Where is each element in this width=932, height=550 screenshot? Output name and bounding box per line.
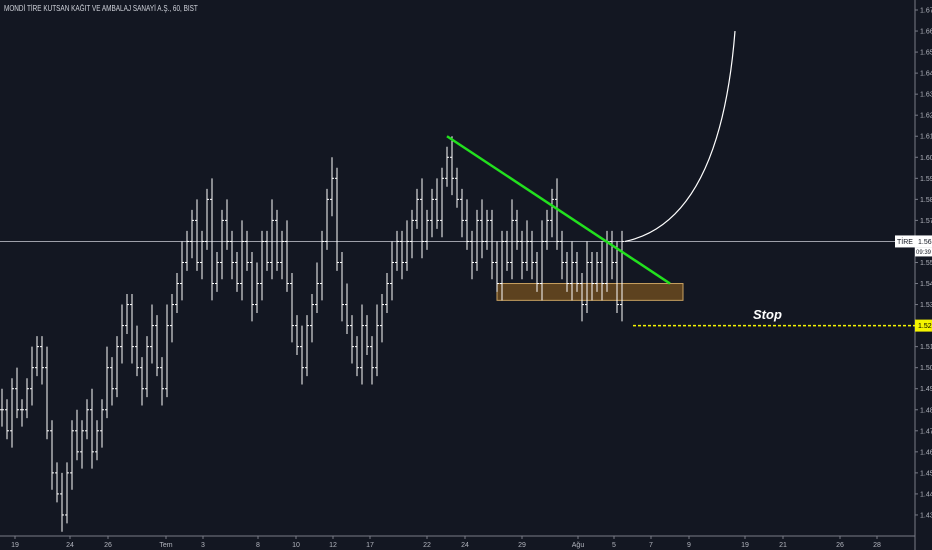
time-tick-label: Tem	[159, 542, 172, 549]
time-tick-label: 21	[779, 542, 787, 549]
price-tick-label: 1.53	[920, 302, 932, 309]
countdown-badge	[915, 247, 932, 257]
time-tick-label: 26	[104, 542, 112, 549]
price-tick-label: 1.47	[920, 428, 932, 435]
trendline	[446, 135, 671, 285]
current-price-label: 1.56	[918, 239, 932, 246]
time-tick-label: 28	[873, 542, 881, 549]
price-tick-label: 1.63	[920, 92, 932, 99]
time-tick-label: 19	[11, 542, 19, 549]
countdown-label: 09:39	[916, 250, 932, 256]
price-tick-label: 1.57	[920, 218, 932, 225]
price-tick-label: 1.43	[920, 512, 932, 519]
time-tick-label: 12	[329, 542, 337, 549]
time-tick-label: 22	[423, 542, 431, 549]
price-tick-label: 1.50	[920, 365, 932, 372]
symbol-title: MONDİ TİRE KUTSAN KAĞIT VE AMBALAJ SANAY…	[4, 4, 198, 13]
price-tick-label: 1.49	[920, 386, 932, 393]
time-tick-label: 8	[256, 542, 260, 549]
time-tick-label: 19	[741, 542, 749, 549]
time-tick-label: 9	[687, 542, 691, 549]
price-tick-label: 1.64	[920, 71, 932, 78]
time-tick-label: Ağu	[572, 542, 585, 549]
price-tick-label: 1.61	[920, 134, 932, 141]
price-tick-label: 1.65	[920, 50, 932, 57]
price-tick-label: 1.67	[920, 8, 932, 15]
time-tick-label: 7	[649, 542, 653, 549]
price-tick-label: 1.55	[920, 260, 932, 267]
time-tick-label: 5	[612, 542, 616, 549]
time-tick-label: 17	[366, 542, 374, 549]
price-tick-label: 1.44	[920, 491, 932, 498]
time-tick-label: 3	[201, 542, 205, 549]
price-tick-label: 1.45	[920, 470, 932, 477]
price-bars	[0, 136, 624, 532]
price-tick-label: 1.51	[920, 344, 932, 351]
time-tick-label: 29	[518, 542, 526, 549]
symbol-badge-label: TİRE	[897, 237, 913, 246]
price-tick-label: 1.66	[920, 29, 932, 36]
time-tick-label: 24	[66, 542, 74, 549]
current-price-badge	[915, 235, 932, 248]
price-tick-label: 1.46	[920, 449, 932, 456]
price-tick-label: 1.60	[920, 155, 932, 162]
symbol-badge	[895, 235, 915, 248]
price-tick-label: 1.54	[920, 281, 932, 288]
time-tick-label: 24	[461, 542, 469, 549]
price-tick-label: 1.62	[920, 113, 932, 120]
projection-curve	[624, 30, 736, 243]
stop-label: Stop	[753, 307, 782, 322]
support-zone	[496, 283, 684, 301]
price-tick-label: 1.58	[920, 197, 932, 204]
time-tick-label: 26	[836, 542, 844, 549]
stop-price-badge	[915, 319, 932, 332]
stop-price-label: 1.52	[918, 323, 932, 330]
price-tick-label: 1.59	[920, 176, 932, 183]
price-tick-label: 1.48	[920, 407, 932, 414]
time-tick-label: 10	[292, 542, 300, 549]
